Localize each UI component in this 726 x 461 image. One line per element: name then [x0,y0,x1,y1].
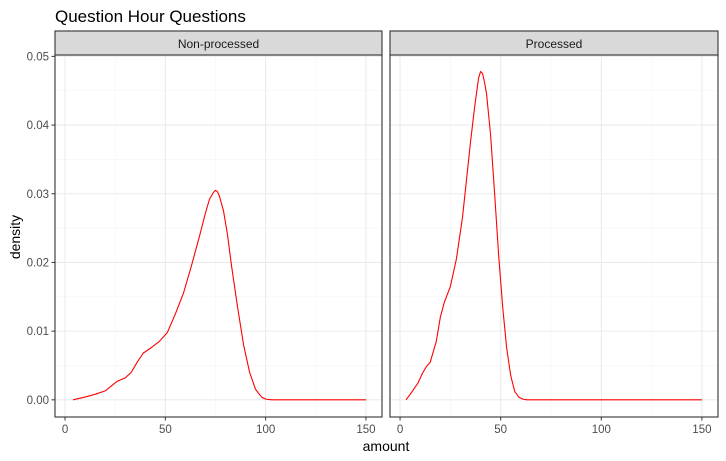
x-tick-label: 50 [159,424,172,436]
y-tick-label: 0.03 [27,189,49,201]
x-tick-label: 100 [256,424,275,436]
y-tick-label: 0.05 [27,51,49,63]
x-axis-title: amount [363,438,410,454]
x-tick-label: 100 [592,424,611,436]
facet-strip [54,30,383,56]
facet-panels: Non-processed 0 50 100 150 0.00 0.01 0.02 0.03 0.… [27,30,719,436]
x-tick-label: 150 [692,424,711,436]
facet-strip [389,30,719,56]
density-line-1 [405,70,702,401]
x-tick-label: 0 [397,424,403,436]
density-line-0 [72,189,366,401]
x-tick-label: 150 [356,424,375,436]
y-tick-label: 0.04 [27,120,50,132]
panel-background [55,55,382,417]
chart-title: Question Hour Questions [55,7,246,26]
y-tick-label: 0.00 [27,395,49,407]
panel-0: Non-processed 0 50 100 150 0.00 0.01 0.02 0.03 0.… [27,30,383,436]
y-tick-label: 0.02 [27,257,49,269]
x-tick-label: 50 [494,424,507,436]
y-tick-label: 0.01 [27,326,49,338]
x-tick-label: 0 [62,424,68,436]
facet-strip-label: Non-processed [178,37,259,51]
panel-background [390,55,718,417]
y-axis-title: density [7,215,23,259]
panel-1: Processed 0 50 100 150 [389,30,719,436]
facet-strip-label: Processed [526,37,583,51]
